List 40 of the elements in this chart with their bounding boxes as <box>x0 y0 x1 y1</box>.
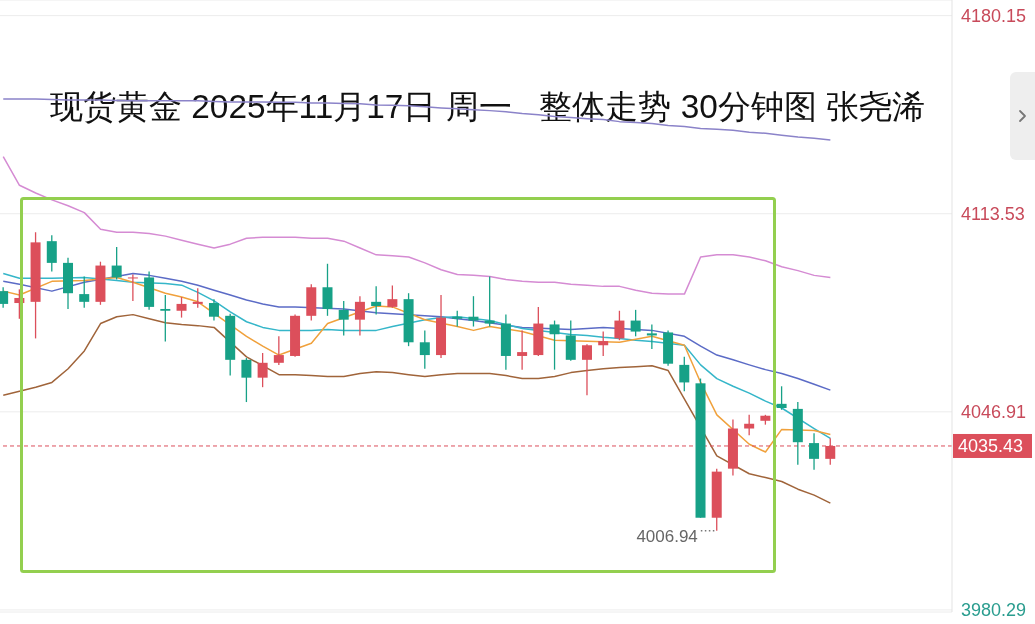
candlestick <box>679 356 690 392</box>
candlestick <box>322 263 333 317</box>
candlestick <box>354 295 365 337</box>
candlestick <box>241 357 252 403</box>
candlestick <box>338 300 349 337</box>
ref-line-label: 4035.43 <box>958 436 1024 457</box>
candlestick <box>257 352 268 388</box>
candlestick <box>776 385 787 411</box>
candlestick <box>387 284 398 309</box>
candlestick <box>192 287 203 309</box>
line-series <box>2 272 832 391</box>
candlestick <box>517 329 528 371</box>
line-series <box>2 155 832 295</box>
y-tick-label: 4046.91 <box>961 401 1027 422</box>
candlestick <box>646 323 657 350</box>
candlestick <box>273 335 284 366</box>
candlestick <box>371 285 382 316</box>
candlestick <box>419 329 430 370</box>
candlestick <box>79 275 90 309</box>
line-series <box>2 313 832 504</box>
candlestick <box>598 330 609 357</box>
annotation: 4006.94 <box>636 526 698 546</box>
y-tick-label: 3980.29 <box>961 599 1027 620</box>
candlestick <box>809 432 820 471</box>
candlestick <box>0 286 9 309</box>
candlestick <box>111 246 122 281</box>
candlestick <box>127 273 138 302</box>
candlestick <box>484 275 495 328</box>
y-tick-label: 4180.15 <box>961 5 1027 26</box>
candlestick <box>549 319 560 371</box>
candlestick <box>581 343 592 396</box>
y-tick-label: 4113.53 <box>961 203 1025 224</box>
candlestick <box>614 310 625 341</box>
candlestick <box>208 298 219 322</box>
candlestick <box>176 296 187 319</box>
candlestick <box>630 309 641 337</box>
candlestick <box>46 234 57 273</box>
candlestick <box>160 294 171 343</box>
candlestick <box>468 295 479 328</box>
candlestick <box>744 414 755 437</box>
